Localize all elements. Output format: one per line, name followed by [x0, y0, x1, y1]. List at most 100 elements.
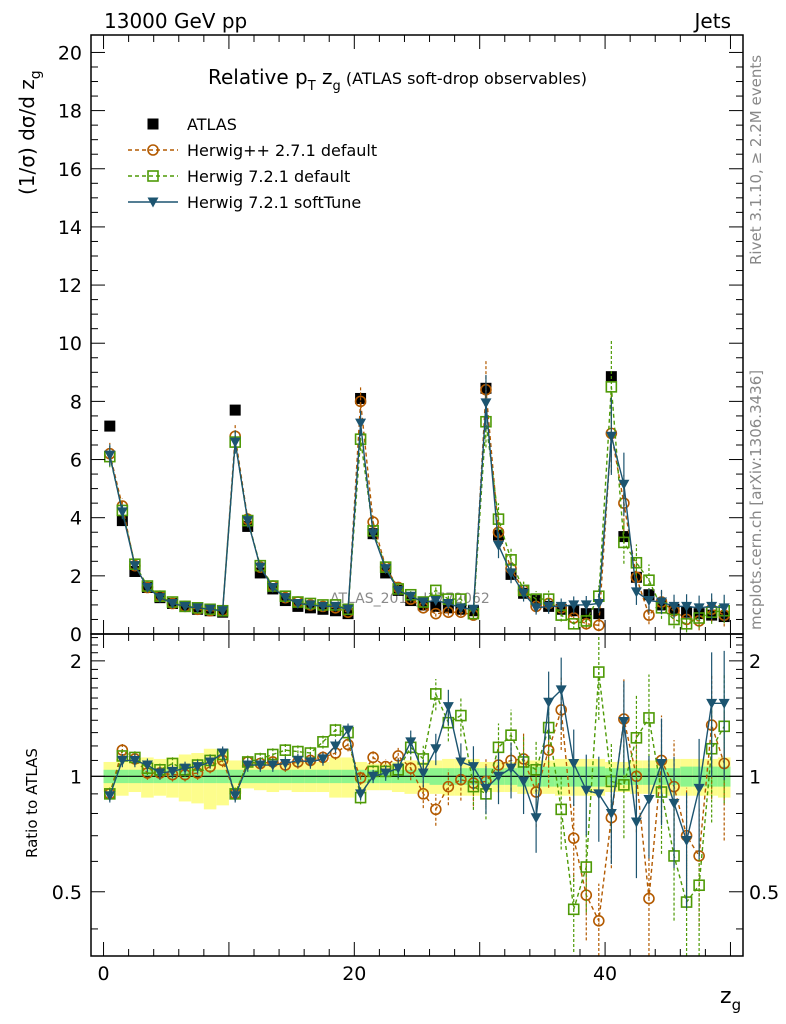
ratio-data-point [518, 776, 530, 787]
data-point [493, 540, 504, 551]
ratio-data-point [417, 788, 430, 800]
ratio-data-point [492, 741, 505, 754]
data-point [680, 618, 693, 630]
data-point [605, 431, 617, 442]
ratio-data-point [442, 780, 455, 793]
y-tick-label: 8 [70, 391, 82, 413]
main-ylabel-sub: g [28, 70, 44, 79]
ratio-panel-marks [104, 634, 730, 956]
ratio-data-point [154, 768, 166, 779]
data-point [317, 601, 329, 612]
ratio-data-point [656, 758, 667, 769]
ratio-data-point [430, 688, 442, 700]
ratio-frame [90, 633, 744, 957]
ratio-data-point [618, 716, 630, 727]
ratio-data-point [317, 754, 329, 765]
ratio-data-point [505, 729, 517, 741]
data-point [492, 513, 505, 525]
ratio-data-point [167, 766, 178, 777]
ratio-data-point [618, 779, 630, 791]
data-point [217, 606, 229, 617]
data-point [430, 584, 442, 597]
ratio-data-point [480, 783, 492, 794]
data-point [129, 561, 141, 572]
data-point [254, 562, 266, 573]
ratio-data-point [279, 758, 291, 769]
y-tick-label: 14 [58, 217, 82, 239]
mcplots-label: mcplots.cern.ch [arXiv:1306.3436] [747, 370, 765, 630]
ratio-data-point [380, 768, 392, 779]
data-point [630, 587, 642, 598]
ratio-data-point [254, 760, 266, 771]
data-point [242, 516, 254, 527]
data-point [192, 603, 204, 614]
data-point [229, 437, 241, 448]
legend-entry: Herwig 7.2.1 softTune [128, 193, 361, 212]
data-point [430, 607, 442, 620]
data-point [104, 420, 116, 432]
data-point [706, 601, 718, 612]
legend-entry: ATLAS [147, 115, 237, 134]
data-point [116, 507, 128, 518]
main-panel-marks [104, 339, 730, 633]
ratio-data-point [567, 903, 580, 916]
data-point [605, 381, 618, 393]
ratio-data-point [668, 798, 680, 809]
data-point [555, 601, 567, 612]
data-point [104, 450, 116, 461]
legend-entry: Herwig++ 2.7.1 default [128, 141, 377, 160]
ratio-data-point [580, 785, 592, 796]
ratio-data-point [405, 737, 417, 748]
legend-label: Herwig 7.2.1 default [187, 167, 350, 186]
ratio-data-point [430, 744, 442, 755]
data-point [505, 568, 517, 579]
legend-marker [147, 170, 159, 182]
ratio-data-point [217, 748, 229, 759]
data-point [141, 582, 153, 593]
legend-entry: Herwig 7.2.1 default [128, 167, 350, 186]
y-tick-label: 16 [58, 159, 82, 181]
header-left: 13000 GeV pp [104, 9, 247, 33]
data-point [693, 603, 705, 614]
data-point [580, 600, 592, 611]
data-point [304, 600, 316, 611]
ratio-y-tick-label-right: 2 [749, 651, 761, 673]
ratio-data-point [555, 685, 567, 696]
data-point [154, 593, 166, 604]
ratio-data-point [455, 709, 467, 722]
data-point [593, 608, 605, 620]
ratio-data-point [567, 832, 580, 844]
legend-label: Herwig 7.2.1 softTune [187, 193, 361, 212]
ratio-y-tick-label-right: 0.5 [749, 882, 779, 904]
ratio-data-point [543, 697, 555, 708]
ratio-data-point [192, 762, 204, 773]
ratio-data-point [342, 738, 354, 751]
ratio-data-point [404, 762, 417, 774]
ratio-data-point [317, 736, 329, 748]
data-point [204, 604, 216, 615]
ratio-data-point [706, 698, 718, 709]
y-tick-label: 0 [70, 624, 82, 646]
data-point [279, 593, 291, 604]
ratio-data-point [693, 879, 705, 892]
ratio-data-point [104, 791, 116, 802]
y-tick-label: 4 [70, 508, 82, 530]
ratio-data-point [593, 789, 605, 800]
data-point [668, 601, 680, 612]
data-point [367, 529, 379, 540]
ratio-data-point [593, 666, 605, 678]
ratio-data-point [681, 836, 693, 847]
data-point [405, 591, 417, 602]
legend-marker [147, 197, 159, 208]
data-point [167, 598, 178, 609]
ratio-data-point [643, 795, 655, 806]
legend: ATLAS Herwig++ 2.7.1 default Herwig 7.2.1 … [128, 115, 377, 212]
data-point [593, 598, 605, 609]
ratio-data-point [605, 808, 617, 819]
ratio-data-point [342, 725, 354, 736]
data-point [593, 619, 605, 632]
data-point [630, 556, 643, 569]
x-tick-label: 20 [342, 963, 366, 985]
data-point [229, 404, 241, 416]
ratio-data-point [442, 702, 454, 713]
